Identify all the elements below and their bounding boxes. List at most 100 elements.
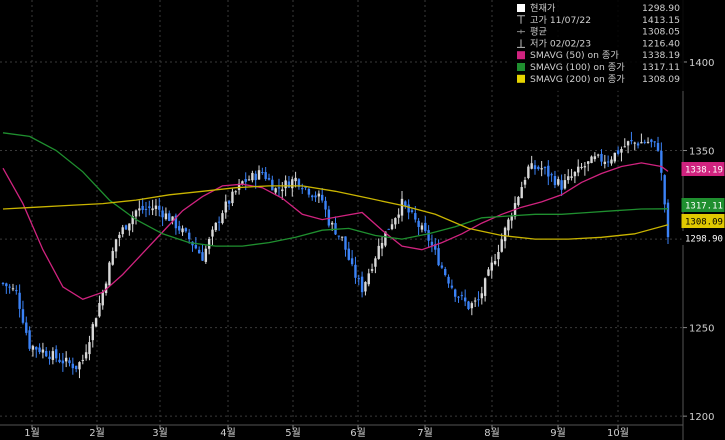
square-icon xyxy=(517,4,525,12)
candle-body xyxy=(128,223,131,231)
candle-body xyxy=(370,269,374,271)
candle-body xyxy=(613,152,616,162)
candle-body xyxy=(74,365,78,370)
x-tick-label: 7월 xyxy=(417,427,433,439)
candle-body xyxy=(88,342,91,355)
candle-body xyxy=(440,265,444,268)
legend-label: 저가 02/02/23 xyxy=(530,38,591,49)
candle-body xyxy=(121,227,124,235)
candle-body xyxy=(241,181,244,185)
candle-body xyxy=(314,195,317,198)
candle-body xyxy=(590,156,593,164)
candle-body xyxy=(653,141,656,143)
candle-body xyxy=(473,300,477,302)
candle-body xyxy=(457,296,460,298)
x-tick-label: 8월 xyxy=(484,427,500,439)
candle-body xyxy=(227,201,231,204)
legend-label: SMAVG (100) on 종가 xyxy=(530,62,625,73)
candle-body xyxy=(58,359,61,362)
candle-body xyxy=(51,351,55,360)
candle-body xyxy=(321,194,324,201)
candle-body xyxy=(394,218,397,225)
candle-body xyxy=(98,303,101,317)
candle-body xyxy=(380,242,384,249)
candle-body xyxy=(171,216,174,221)
candle-body xyxy=(483,278,487,296)
legend-icon xyxy=(517,39,525,48)
candle-body xyxy=(217,221,221,223)
candle-body xyxy=(580,166,583,168)
candle-body xyxy=(517,196,520,206)
candle-body xyxy=(304,186,307,188)
candle-body xyxy=(470,303,474,309)
legend-label: 평균 xyxy=(530,27,547,38)
candle-body xyxy=(563,180,567,189)
legend-icon xyxy=(517,63,525,71)
candle-body xyxy=(158,205,161,210)
candle-body xyxy=(261,172,264,174)
candle-body xyxy=(410,210,414,212)
x-tick-label: 4월 xyxy=(220,427,236,439)
candle-body xyxy=(384,231,387,246)
candle-body xyxy=(510,216,513,221)
candle-body xyxy=(577,166,580,173)
candle-body xyxy=(277,187,281,189)
legend-icon xyxy=(517,15,525,24)
candle-body xyxy=(311,195,314,198)
x-tick-label: 10월 xyxy=(607,427,629,439)
x-tick-label: 1월 xyxy=(24,427,40,439)
candle-body xyxy=(144,208,148,210)
candle-body xyxy=(626,141,630,146)
candle-body xyxy=(660,150,663,173)
candle-body xyxy=(557,179,560,185)
candle-body xyxy=(360,276,364,293)
candle-body xyxy=(407,204,410,213)
moving-averages xyxy=(2,132,669,301)
candle-body xyxy=(640,142,643,144)
candle-body xyxy=(118,234,121,239)
candle-body xyxy=(194,245,198,249)
candle-body xyxy=(530,163,533,169)
candle-body xyxy=(347,248,350,260)
candle-body xyxy=(543,167,547,169)
candle-body xyxy=(114,239,118,252)
candle-body xyxy=(251,172,254,181)
candle-body xyxy=(25,322,28,333)
candle-body xyxy=(357,278,360,280)
candle-body xyxy=(21,309,25,323)
candle-body xyxy=(553,176,557,186)
legend-value: 1413.15 xyxy=(642,15,680,26)
candle-body xyxy=(583,166,587,168)
candle-body xyxy=(317,193,321,197)
candle-body xyxy=(188,232,191,240)
candle-body xyxy=(284,180,287,189)
x-tick-label: 3월 xyxy=(152,427,168,439)
candle-body xyxy=(221,213,224,224)
candle-body xyxy=(71,363,75,369)
candle-body xyxy=(623,146,626,148)
candle-body xyxy=(560,180,563,190)
candle-body xyxy=(387,228,390,230)
legend-icon xyxy=(517,4,525,12)
candle-body xyxy=(35,346,38,350)
candle-body xyxy=(201,252,204,261)
candle-body xyxy=(444,269,447,276)
price-tag: 1308.09 xyxy=(681,214,725,228)
sma-line xyxy=(2,132,669,247)
price-tag: 1298.90 xyxy=(681,231,725,245)
candle-body xyxy=(301,188,304,190)
candle-body xyxy=(390,224,394,230)
candle-body xyxy=(81,359,84,361)
candle-body xyxy=(38,347,41,353)
candle-body xyxy=(1,283,5,285)
price-tag-text: 1308.09 xyxy=(685,218,723,228)
candle-body xyxy=(28,330,31,349)
legend-value: 1298.90 xyxy=(642,3,680,14)
candle-body xyxy=(603,161,607,165)
candle-body xyxy=(567,176,570,181)
candle-body xyxy=(204,248,208,262)
candle-body xyxy=(400,198,404,216)
candle-body xyxy=(78,362,81,370)
candle-body xyxy=(430,241,434,246)
